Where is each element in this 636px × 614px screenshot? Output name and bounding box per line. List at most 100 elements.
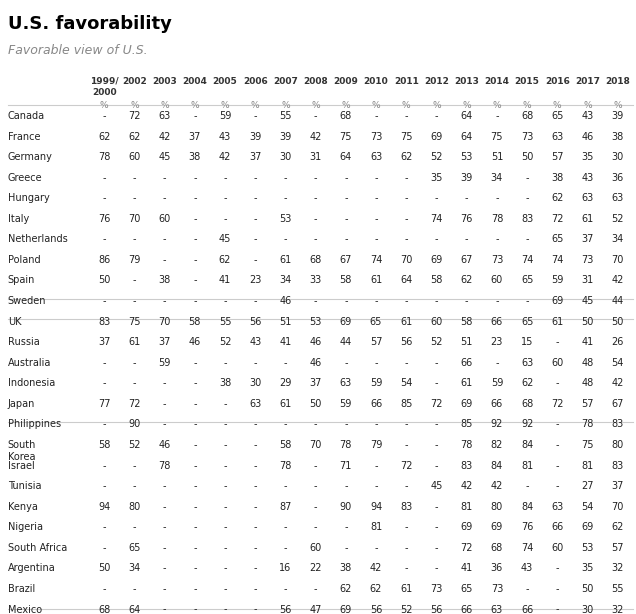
Text: 74: 74 — [431, 214, 443, 223]
Text: 34: 34 — [279, 276, 291, 286]
Text: 46: 46 — [310, 337, 322, 347]
Text: 66: 66 — [370, 399, 382, 409]
Text: -: - — [404, 564, 408, 573]
Text: 54: 54 — [612, 358, 624, 368]
Text: 31: 31 — [581, 276, 593, 286]
Text: -: - — [163, 502, 167, 511]
Text: 76: 76 — [460, 214, 473, 223]
Text: -: - — [253, 502, 257, 511]
Text: -: - — [495, 193, 499, 203]
Text: 58: 58 — [279, 440, 291, 450]
Text: 2015: 2015 — [515, 77, 539, 86]
Text: Tunisia: Tunisia — [8, 481, 41, 491]
Text: 65: 65 — [551, 111, 563, 121]
Text: Kenya: Kenya — [8, 502, 38, 511]
Text: -: - — [163, 235, 167, 244]
Text: 69: 69 — [431, 255, 443, 265]
Text: -: - — [193, 214, 197, 223]
Text: -: - — [495, 358, 499, 368]
Text: 67: 67 — [460, 255, 473, 265]
Text: 66: 66 — [460, 605, 473, 614]
Text: South
Korea: South Korea — [8, 440, 36, 462]
Text: 58: 58 — [431, 276, 443, 286]
Text: -: - — [193, 481, 197, 491]
Text: 64: 64 — [460, 111, 473, 121]
Text: 38: 38 — [340, 564, 352, 573]
Text: -: - — [102, 111, 106, 121]
Text: -: - — [102, 296, 106, 306]
Text: 31: 31 — [310, 152, 322, 162]
Text: 73: 73 — [491, 584, 503, 594]
Text: South Africa: South Africa — [8, 543, 67, 553]
Text: -: - — [163, 193, 167, 203]
Text: 59: 59 — [370, 378, 382, 388]
Text: -: - — [434, 358, 438, 368]
Text: -: - — [132, 173, 136, 182]
Text: 45: 45 — [581, 296, 593, 306]
Text: 35: 35 — [431, 173, 443, 182]
Text: -: - — [163, 255, 167, 265]
Text: -: - — [374, 358, 378, 368]
Text: 1999/: 1999/ — [90, 77, 118, 86]
Text: 64: 64 — [340, 152, 352, 162]
Text: Canada: Canada — [8, 111, 45, 121]
Text: 41: 41 — [219, 276, 231, 286]
Text: -: - — [555, 605, 559, 614]
Text: -: - — [555, 564, 559, 573]
Text: Japan: Japan — [8, 399, 35, 409]
Text: 69: 69 — [581, 523, 593, 532]
Text: -: - — [404, 235, 408, 244]
Text: 34: 34 — [491, 173, 503, 182]
Text: 23: 23 — [491, 337, 503, 347]
Text: 2014: 2014 — [485, 77, 509, 86]
Text: -: - — [374, 543, 378, 553]
Text: -: - — [223, 523, 227, 532]
Text: -: - — [344, 523, 348, 532]
Text: 50: 50 — [581, 317, 593, 327]
Text: -: - — [314, 193, 317, 203]
Text: -: - — [163, 543, 167, 553]
Text: -: - — [102, 584, 106, 594]
Text: -: - — [163, 605, 167, 614]
Text: 60: 60 — [310, 543, 322, 553]
Text: 81: 81 — [370, 523, 382, 532]
Text: -: - — [102, 460, 106, 470]
Text: -: - — [434, 543, 438, 553]
Text: 42: 42 — [310, 131, 322, 141]
Text: 69: 69 — [460, 523, 473, 532]
Text: 92: 92 — [491, 419, 503, 429]
Text: -: - — [465, 235, 469, 244]
Text: -: - — [193, 419, 197, 429]
Text: -: - — [555, 337, 559, 347]
Text: 2007: 2007 — [273, 77, 298, 86]
Text: 58: 58 — [189, 317, 201, 327]
Text: 70: 70 — [310, 440, 322, 450]
Text: 43: 43 — [249, 337, 261, 347]
Text: 68: 68 — [310, 255, 322, 265]
Text: -: - — [434, 440, 438, 450]
Text: -: - — [253, 419, 257, 429]
Text: -: - — [163, 399, 167, 409]
Text: -: - — [132, 481, 136, 491]
Text: 83: 83 — [98, 317, 110, 327]
Text: %: % — [523, 101, 532, 111]
Text: 74: 74 — [521, 543, 533, 553]
Text: 37: 37 — [189, 131, 201, 141]
Text: %: % — [583, 101, 592, 111]
Text: -: - — [253, 296, 257, 306]
Text: -: - — [314, 111, 317, 121]
Text: 56: 56 — [431, 605, 443, 614]
Text: 46: 46 — [581, 131, 593, 141]
Text: 76: 76 — [521, 523, 533, 532]
Text: 72: 72 — [460, 543, 473, 553]
Text: 72: 72 — [430, 399, 443, 409]
Text: 68: 68 — [98, 605, 110, 614]
Text: -: - — [434, 564, 438, 573]
Text: 2009: 2009 — [333, 77, 358, 86]
Text: 47: 47 — [310, 605, 322, 614]
Text: -: - — [132, 235, 136, 244]
Text: 56: 56 — [400, 337, 412, 347]
Text: 52: 52 — [400, 605, 413, 614]
Text: -: - — [284, 173, 287, 182]
Text: U.S. favorability: U.S. favorability — [8, 15, 172, 33]
